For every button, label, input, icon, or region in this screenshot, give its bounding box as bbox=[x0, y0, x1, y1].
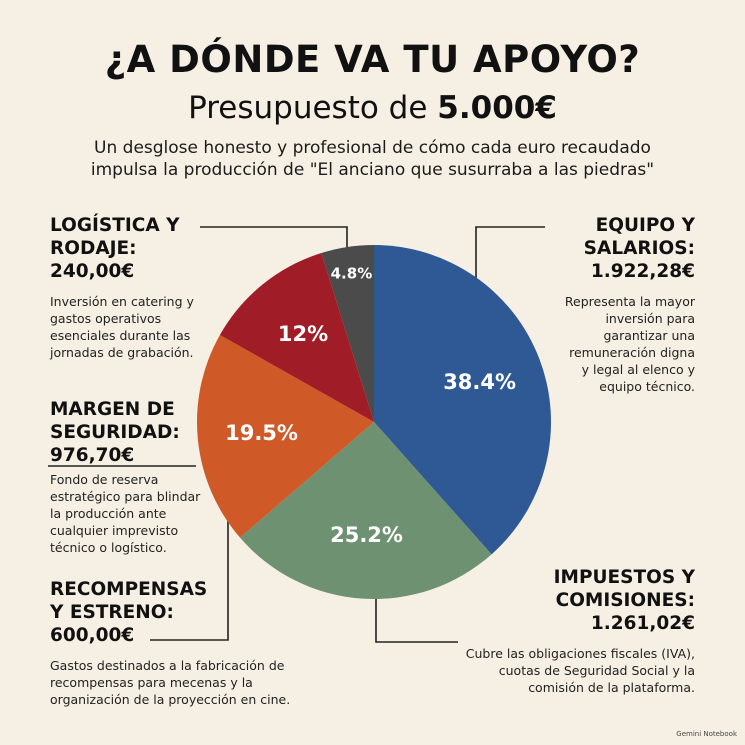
pie-slice-equipo bbox=[374, 245, 551, 555]
equipo-desc-line: Representa la mayor bbox=[564, 294, 695, 309]
margen-amount: 976,70€ bbox=[50, 445, 135, 466]
label-logistica: LOGÍSTICA Y RODAJE: 240,00€ Inversión en… bbox=[50, 214, 250, 361]
pie-label-logistica: 12% bbox=[278, 322, 328, 346]
logistica-amount: 240,00€ bbox=[50, 261, 135, 282]
impuestos-desc-line: comisión de la plataforma. bbox=[528, 680, 695, 695]
leader-line-impuestos bbox=[375, 580, 458, 643]
budget-total: 5.000€ bbox=[437, 90, 557, 126]
equipo-desc-line: remuneración digna bbox=[569, 345, 695, 360]
leader-line-equipo bbox=[475, 226, 545, 284]
budget-subtitle: Presupuesto de 5.000€ bbox=[0, 90, 745, 126]
recompensas-desc-line: Gastos destinados a la fabricación de bbox=[50, 658, 285, 673]
margen-desc-line: técnico o logístico. bbox=[50, 540, 167, 555]
pie-label-equipo: 38.4% bbox=[443, 370, 516, 394]
logistica-desc-line: jornadas de grabación. bbox=[50, 345, 194, 360]
infographic-title: ¿A DÓNDE VA TU APOYO? bbox=[104, 38, 641, 81]
equipo-heading: EQUIPO Y SALARIOS: 1.922,28€ bbox=[495, 214, 695, 283]
recompensas-amount: 600,00€ bbox=[50, 625, 135, 646]
recompensas-title-line-2: Y ESTRENO: bbox=[50, 602, 174, 623]
equipo-desc-line: garantizar una bbox=[603, 328, 695, 343]
pie-label-margen: 19.5% bbox=[225, 421, 298, 445]
equipo-title-line-1: EQUIPO Y bbox=[595, 215, 695, 236]
impuestos-title-line-1: IMPUESTOS Y bbox=[553, 567, 695, 588]
impuestos-desc-line: Cubre las obligaciones fiscales (IVA), bbox=[465, 646, 695, 661]
pie-label-impuestos: 25.2% bbox=[330, 523, 403, 547]
margen-desc-line: Fondo de reserva bbox=[50, 472, 159, 487]
margen-desc-line: estratégico para blindar bbox=[50, 489, 201, 504]
logistica-desc-line: Inversión en catering y bbox=[50, 294, 194, 309]
logistica-desc-line: gastos operativos bbox=[50, 311, 162, 326]
logistica-desc-line: esenciales durante las bbox=[50, 328, 191, 343]
margen-title-line-1: MARGEN DE bbox=[50, 399, 175, 420]
recompensas-desc-line: recompensas para mecenas y la bbox=[50, 675, 253, 690]
recompensas-description: Gastos destinados a la fabricación de re… bbox=[50, 657, 350, 708]
margen-desc-line: la producción ante bbox=[50, 506, 167, 521]
pie-slice-otros bbox=[321, 244, 374, 422]
recompensas-heading: RECOMPENSAS Y ESTRENO: 600,00€ bbox=[50, 578, 350, 647]
description-line-2: impulsa la producción de "El anciano que… bbox=[90, 160, 655, 180]
pie-slice-impuestos bbox=[240, 422, 492, 600]
pie-slices bbox=[197, 244, 551, 600]
subtitle-prefix: Presupuesto de bbox=[188, 90, 438, 126]
label-equipo: EQUIPO Y SALARIOS: 1.922,28€ Representa … bbox=[495, 214, 695, 395]
margen-heading: MARGEN DE SEGURIDAD: 976,70€ bbox=[50, 398, 250, 467]
margen-title-line-2: SEGURIDAD: bbox=[50, 422, 180, 443]
leader-lines bbox=[48, 226, 545, 643]
impuestos-desc-line: cuotas de Seguridad Social y la bbox=[498, 663, 695, 678]
pie-slice-logistica bbox=[219, 253, 374, 422]
leader-line-logistica bbox=[200, 226, 348, 252]
description-line-1: Un desglose honesto y profesional de cóm… bbox=[94, 138, 651, 158]
intro-description: Un desglose honesto y profesional de cóm… bbox=[30, 137, 715, 181]
equipo-desc-line: inversión para bbox=[605, 311, 695, 326]
recompensas-title-line-1: RECOMPENSAS bbox=[50, 579, 208, 600]
margen-description: Fondo de reserva estratégico para blinda… bbox=[50, 471, 250, 556]
pie-percent-labels: 38.4% 25.2% 19.5% 12% 4.8% bbox=[225, 265, 516, 547]
logistica-title-line-1: LOGÍSTICA Y bbox=[50, 215, 180, 236]
impuestos-description: Cubre las obligaciones fiscales (IVA), c… bbox=[395, 645, 695, 696]
pie-label-otros: 4.8% bbox=[331, 265, 373, 283]
logistica-title-line-2: RODAJE: bbox=[50, 238, 137, 259]
margen-desc-line: cualquier imprevisto bbox=[50, 523, 179, 538]
equipo-amount: 1.922,28€ bbox=[590, 261, 695, 282]
equipo-title-line-2: SALARIOS: bbox=[583, 238, 695, 259]
gemini-notebook-watermark: Gemini Notebook bbox=[676, 730, 737, 738]
label-impuestos: IMPUESTOS Y COMISIONES: 1.261,02€ Cubre … bbox=[395, 566, 695, 696]
equipo-description: Representa la mayor inversión para garan… bbox=[495, 293, 695, 395]
recompensas-desc-line: organización de la proyección en cine. bbox=[50, 692, 291, 707]
logistica-heading: LOGÍSTICA Y RODAJE: 240,00€ bbox=[50, 214, 250, 283]
impuestos-title-line-2: COMISIONES: bbox=[555, 590, 695, 611]
equipo-desc-line: y legal al elenco y bbox=[581, 362, 695, 377]
impuestos-heading: IMPUESTOS Y COMISIONES: 1.261,02€ bbox=[395, 566, 695, 635]
equipo-desc-line: equipo técnico. bbox=[599, 379, 695, 394]
pie-slice-margen bbox=[197, 334, 374, 538]
label-recompensas: RECOMPENSAS Y ESTRENO: 600,00€ Gastos de… bbox=[50, 578, 350, 708]
logistica-description: Inversión en catering y gastos operativo… bbox=[50, 293, 250, 361]
label-margen: MARGEN DE SEGURIDAD: 976,70€ Fondo de re… bbox=[50, 398, 250, 556]
leader-line-recompensas bbox=[150, 520, 229, 641]
impuestos-amount: 1.261,02€ bbox=[590, 613, 695, 634]
